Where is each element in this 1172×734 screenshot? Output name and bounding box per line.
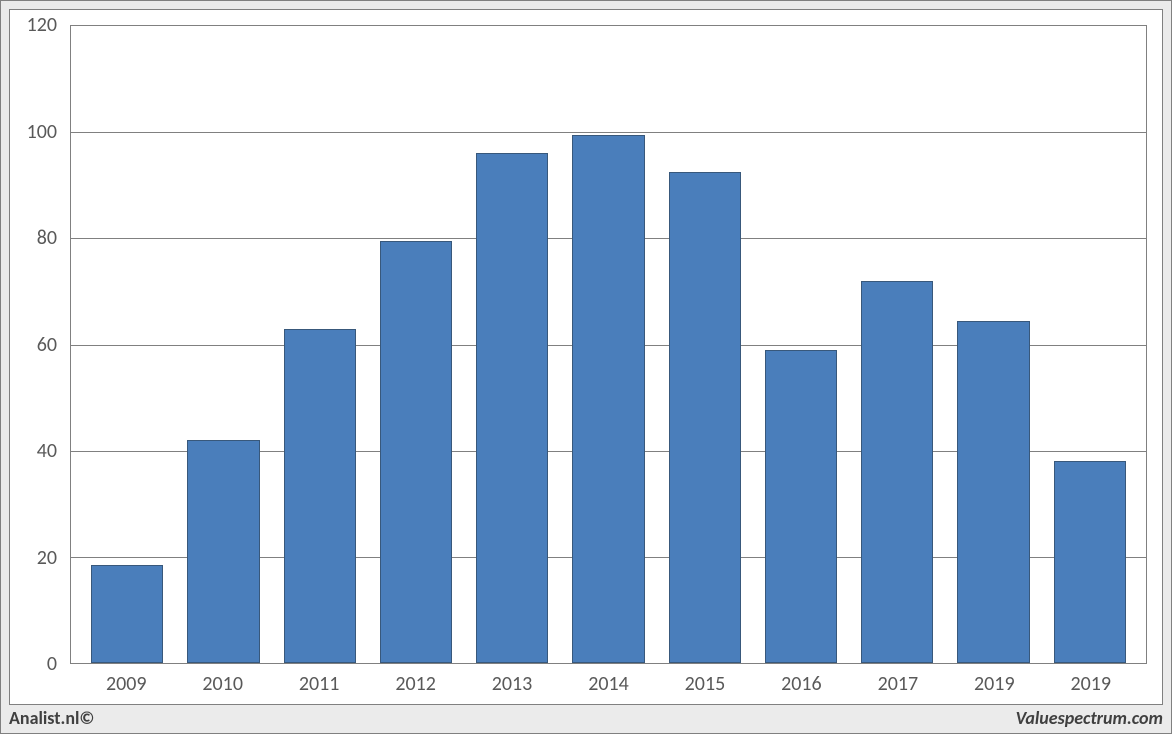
bar: [669, 172, 741, 663]
chart-panel: 0 20 40 60 80 100 120 200920102011201220132014…: [9, 9, 1163, 705]
bar: [91, 565, 163, 663]
x-axis-ticks: 2009201020112012201320142015201620172019…: [70, 666, 1147, 704]
bar: [765, 350, 837, 663]
x-tick-label: 2012: [367, 666, 463, 704]
y-tick-label: 40: [37, 439, 57, 463]
chart-footer: Analist.nl© Valuespectrum.com: [9, 707, 1163, 729]
x-tick-label: 2014: [560, 666, 656, 704]
chart-outer-frame: 0 20 40 60 80 100 120 200920102011201220132014…: [0, 0, 1172, 734]
y-tick-label: 100: [27, 120, 57, 144]
bar: [1054, 461, 1126, 663]
bar: [572, 135, 644, 663]
footer-right-credit: Valuespectrum.com: [1016, 707, 1163, 729]
x-tick-label: 2016: [753, 666, 849, 704]
y-tick-label: 80: [37, 226, 57, 250]
y-axis-ticks: 020406080100120: [10, 25, 65, 664]
x-tick-label: 2011: [271, 666, 367, 704]
bar: [957, 321, 1029, 663]
x-tick-label: 2019: [1043, 666, 1139, 704]
bar: [861, 281, 933, 663]
plot-area: [70, 25, 1147, 664]
y-tick-label: 20: [37, 546, 57, 570]
bar: [476, 153, 548, 663]
bars-container: [71, 26, 1146, 663]
x-tick-label: 2019: [946, 666, 1042, 704]
y-tick-label: 120: [27, 13, 57, 37]
x-tick-label: 2013: [464, 666, 560, 704]
y-tick-label: 60: [37, 333, 57, 357]
footer-left-credit: Analist.nl©: [9, 707, 94, 729]
x-tick-label: 2017: [850, 666, 946, 704]
x-tick-label: 2015: [657, 666, 753, 704]
bar: [380, 241, 452, 663]
x-tick-label: 2009: [78, 666, 174, 704]
x-tick-label: 2010: [174, 666, 270, 704]
bar: [284, 329, 356, 663]
y-tick-label: 0: [47, 652, 57, 676]
bar: [187, 440, 259, 663]
